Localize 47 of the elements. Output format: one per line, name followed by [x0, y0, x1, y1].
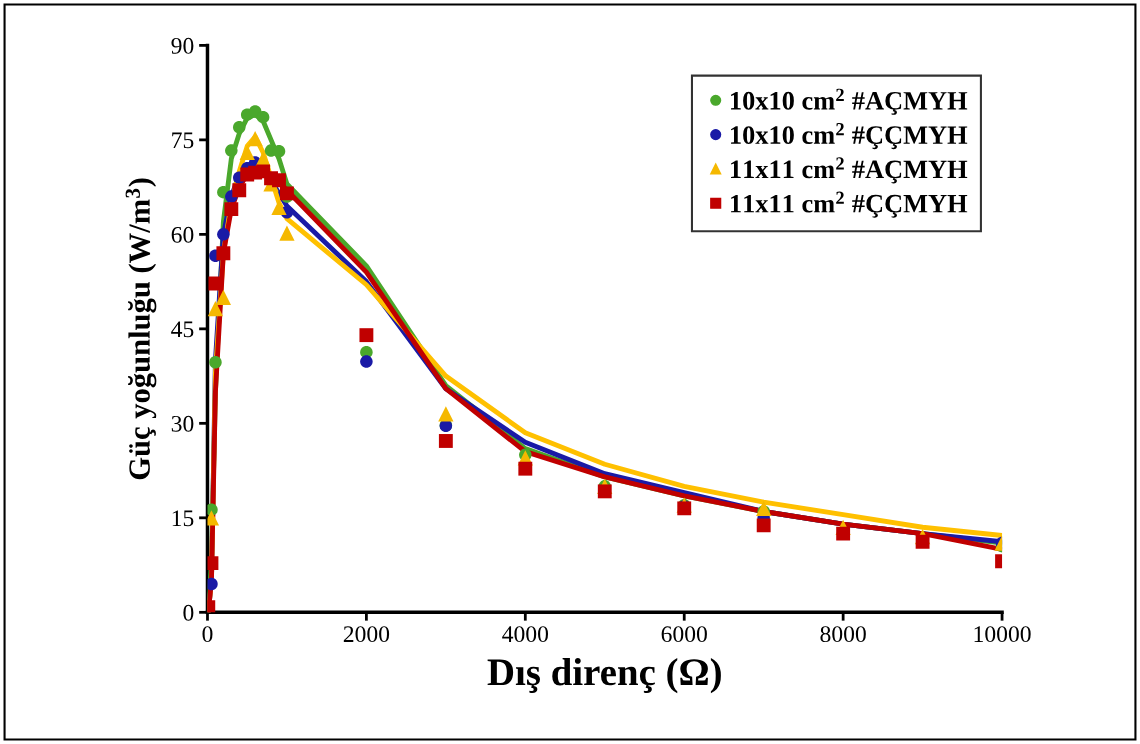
point	[756, 500, 772, 517]
y-tick-label: 45	[171, 321, 194, 338]
legend-label: 11x11 cm$^{2}$ #AÇMYH	[731, 157, 968, 184]
point	[215, 289, 232, 305]
point	[438, 434, 453, 448]
point	[216, 246, 231, 261]
point	[518, 461, 533, 476]
point	[279, 186, 294, 201]
point	[239, 144, 255, 161]
point	[915, 534, 930, 549]
point	[247, 130, 263, 147]
point	[272, 144, 286, 158]
legend-label: 10x10 cm$^{2}$ #AÇMYH	[731, 88, 968, 115]
x-tick-label: 0	[202, 626, 213, 643]
x-tick-label: 2000	[343, 626, 390, 643]
point	[271, 199, 287, 215]
x-axis-title: Dış direnç (Ω)	[487, 658, 721, 694]
point	[256, 110, 270, 124]
x-tick-label: 4000	[502, 626, 549, 643]
x-tick-label: 8000	[820, 626, 866, 643]
y-axis-title: Güç yoğunluğu (W/m$^{3}$)	[125, 178, 157, 480]
point	[597, 484, 612, 499]
point	[209, 355, 222, 369]
point	[360, 355, 373, 368]
point	[279, 225, 295, 241]
point	[438, 406, 454, 422]
point	[233, 121, 246, 134]
y-tick-label: 30	[171, 415, 194, 432]
point	[224, 202, 239, 217]
point	[217, 228, 230, 241]
point	[207, 577, 218, 591]
point	[359, 328, 374, 343]
point	[232, 183, 247, 198]
y-tick-label: 90	[171, 37, 194, 54]
y-tick-label: 60	[171, 226, 194, 243]
point	[225, 144, 238, 157]
x-tick-label: 6000	[661, 626, 707, 643]
y-tick-label: 75	[172, 132, 194, 149]
legend-label: 10x10 cm$^{2}$ #ÇÇMYH	[731, 123, 968, 150]
point	[272, 173, 286, 188]
point	[207, 301, 224, 317]
point	[836, 526, 851, 541]
y-tick-label: 0	[183, 604, 194, 621]
x-tick-label: 10000	[974, 626, 1031, 643]
y-tick-label: 15	[172, 510, 194, 527]
point	[756, 518, 771, 533]
legend-label: 11x11 cm$^{2}$ #ÇÇMYH	[731, 191, 968, 218]
